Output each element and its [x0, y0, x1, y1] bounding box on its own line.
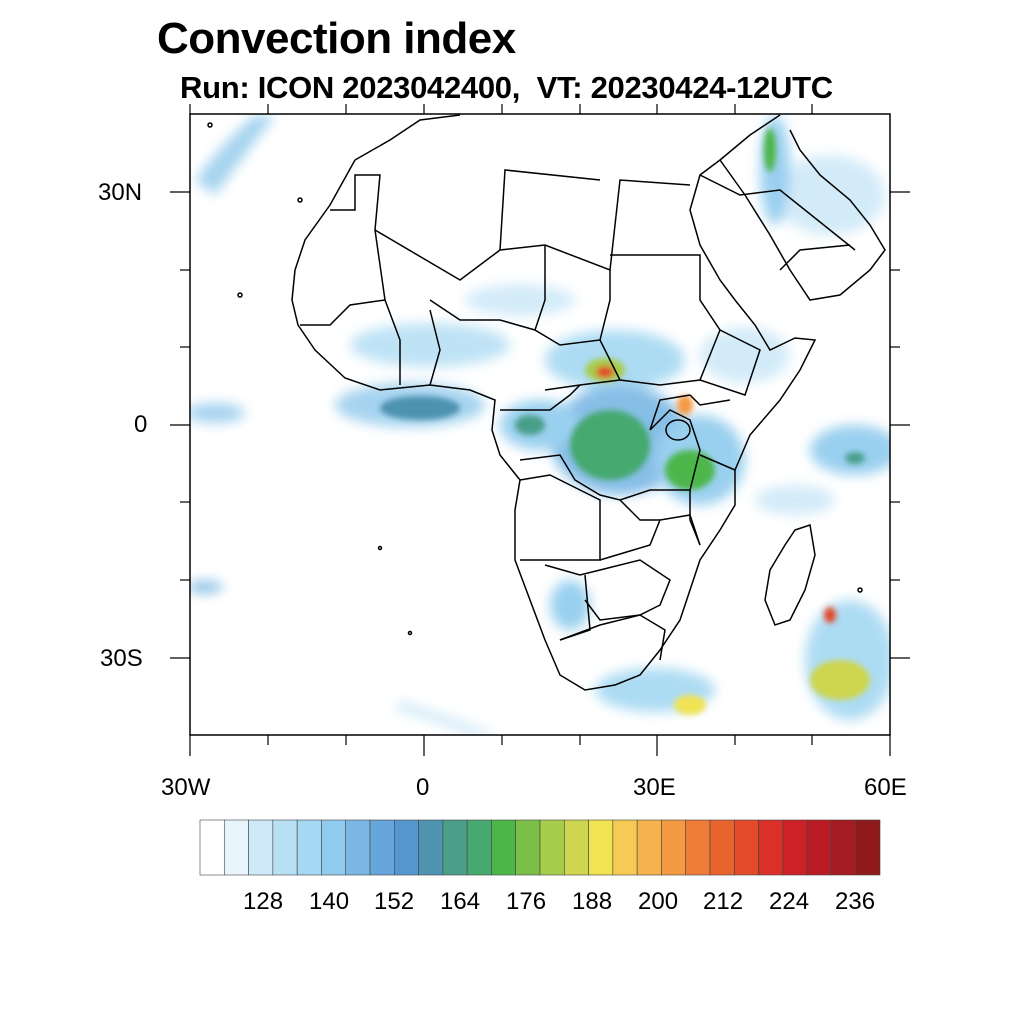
colorbar-box: [782, 819, 808, 876]
chart-subtitle: Run: ICON 2023042400, VT: 20230424-12UTC: [180, 70, 833, 105]
colorbar-box: [491, 819, 517, 876]
chart-title: Convection index: [157, 14, 516, 63]
colorbar-box: [442, 819, 468, 876]
colorbar-box: [418, 819, 444, 876]
colorbar-box: [588, 819, 614, 876]
colorbar-box: [709, 819, 735, 876]
colorbar-tick-label: 176: [506, 888, 547, 915]
colorbar-box: [685, 819, 711, 876]
colorbar-box: [515, 819, 541, 876]
lon-label-30e: 30E: [633, 774, 676, 801]
colorbar-tick-label: 224: [769, 888, 810, 915]
colorbar-tick-label: 140: [309, 888, 350, 915]
colorbar-box: [636, 819, 662, 876]
lat-label-30n: 30N: [98, 179, 143, 206]
colorbar-box: [369, 819, 395, 876]
colorbar-box: [296, 819, 322, 876]
lon-label-0: 0: [416, 774, 430, 801]
colorbar-box: [758, 819, 784, 876]
colorbar-box: [248, 819, 274, 876]
coastline-borders: [207, 114, 886, 691]
colorbar-box: [855, 819, 881, 876]
colorbar-box: [563, 819, 589, 876]
colorbar-tick-label: 164: [440, 888, 481, 915]
colorbar-box: [466, 819, 492, 876]
colorbar-box: [806, 819, 832, 876]
convection-field: [190, 115, 890, 735]
colorbar-box: [612, 819, 638, 876]
colorbar-box: [539, 819, 565, 876]
axis-ticks: [170, 104, 910, 756]
colorbar-tick-label: 200: [638, 888, 679, 915]
colorbar-tick-label: 152: [374, 888, 415, 915]
lon-label-30w: 30W: [161, 774, 211, 801]
lat-label-30s: 30S: [100, 645, 143, 672]
colorbar-box: [272, 819, 298, 876]
colorbar-box: [223, 819, 249, 876]
colorbar-tick-label: 236: [835, 888, 876, 915]
colorbar-box: [345, 819, 371, 876]
colorbar-box: [661, 819, 687, 876]
colorbar-box: [321, 819, 347, 876]
colorbar-tick-label: 188: [572, 888, 613, 915]
colorbar-tick-label: 212: [703, 888, 744, 915]
lon-label-60e: 60E: [864, 774, 907, 801]
colorbar-box: [831, 819, 857, 876]
colorbar-tick-label: 128: [243, 888, 284, 915]
colorbar-box: [199, 819, 225, 876]
colorbar-box: [733, 819, 759, 876]
colorbar-box: [393, 819, 419, 876]
lat-label-0: 0: [134, 411, 148, 438]
